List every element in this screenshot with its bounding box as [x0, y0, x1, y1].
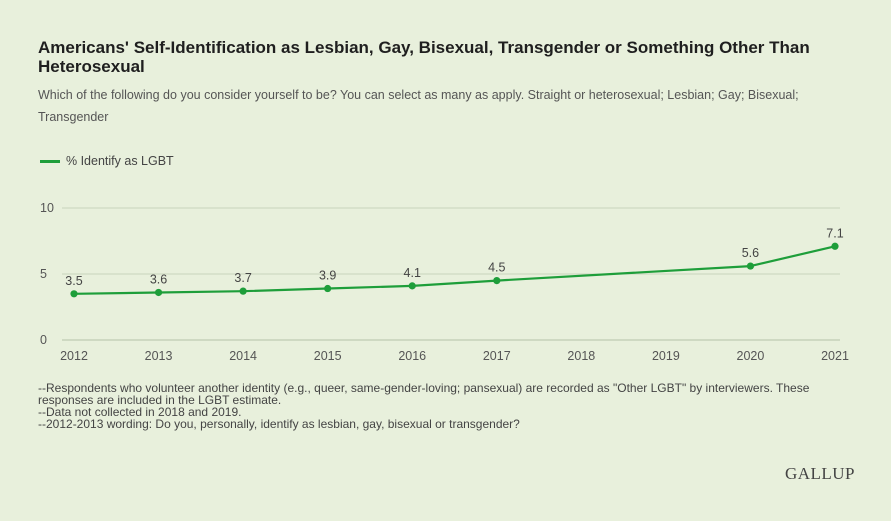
- footnote: --Respondents who volunteer another iden…: [38, 381, 810, 407]
- x-tick-label: 2016: [398, 349, 426, 363]
- x-tick-label: 2015: [314, 349, 342, 363]
- data-label: 3.5: [65, 274, 82, 288]
- x-tick-label: 2014: [229, 349, 257, 363]
- y-axis-ticks: 0 5 10: [40, 201, 54, 347]
- data-labels: 3.5 3.6 3.7 3.9 4.1 4.5 5.6 7.1: [65, 226, 843, 288]
- series-line-path: [73, 245, 836, 295]
- legend-label: % Identify as LGBT: [66, 154, 174, 168]
- x-tick-label: 2021: [821, 349, 849, 363]
- footnotes: --Respondents who volunteer another iden…: [38, 382, 848, 430]
- x-tick-label: 2018: [567, 349, 595, 363]
- series-line: [73, 245, 836, 295]
- data-label: 5.6: [742, 246, 759, 260]
- chart-subtitle: Which of the following do you consider y…: [38, 88, 799, 124]
- data-points: [70, 242, 839, 298]
- y-tick-label: 10: [40, 201, 54, 215]
- x-tick-label: 2017: [483, 349, 511, 363]
- gallup-logo: GALLUP: [784, 464, 855, 483]
- y-tick-label: 5: [40, 267, 47, 281]
- data-label: 4.5: [488, 261, 505, 275]
- x-tick-label: 2019: [652, 349, 680, 363]
- data-point: [831, 242, 839, 250]
- legend: % Identify as LGBT: [40, 154, 174, 168]
- data-point: [70, 290, 78, 298]
- data-point: [324, 284, 332, 293]
- grid-lines: [62, 207, 840, 341]
- data-label: 7.1: [826, 226, 843, 240]
- data-label: 3.6: [150, 272, 167, 286]
- data-label: 3.9: [319, 269, 336, 283]
- chart-title: Americans' Self-Identification as Lesbia…: [38, 38, 810, 76]
- x-tick-label: 2013: [145, 349, 173, 363]
- data-label: 3.7: [234, 271, 251, 285]
- data-label: 4.1: [404, 266, 421, 280]
- data-point: [239, 287, 247, 295]
- legend-swatch: [40, 159, 60, 163]
- x-axis-ticks: 2012 2013 2014 2015 2016 2017 2018 2019 2020 2021: [60, 349, 849, 363]
- x-tick-label: 2020: [737, 349, 765, 363]
- data-point: [154, 288, 163, 297]
- data-point: [746, 262, 755, 270]
- x-tick-label: 2012: [60, 349, 88, 363]
- data-point: [493, 277, 501, 285]
- data-point: [408, 282, 416, 290]
- y-tick-label: 0: [40, 333, 47, 347]
- footnote: --Data not collected in 2018 and 2019.: [38, 405, 242, 419]
- footnote: --2012-2013 wording: Do you, personally,…: [38, 417, 520, 431]
